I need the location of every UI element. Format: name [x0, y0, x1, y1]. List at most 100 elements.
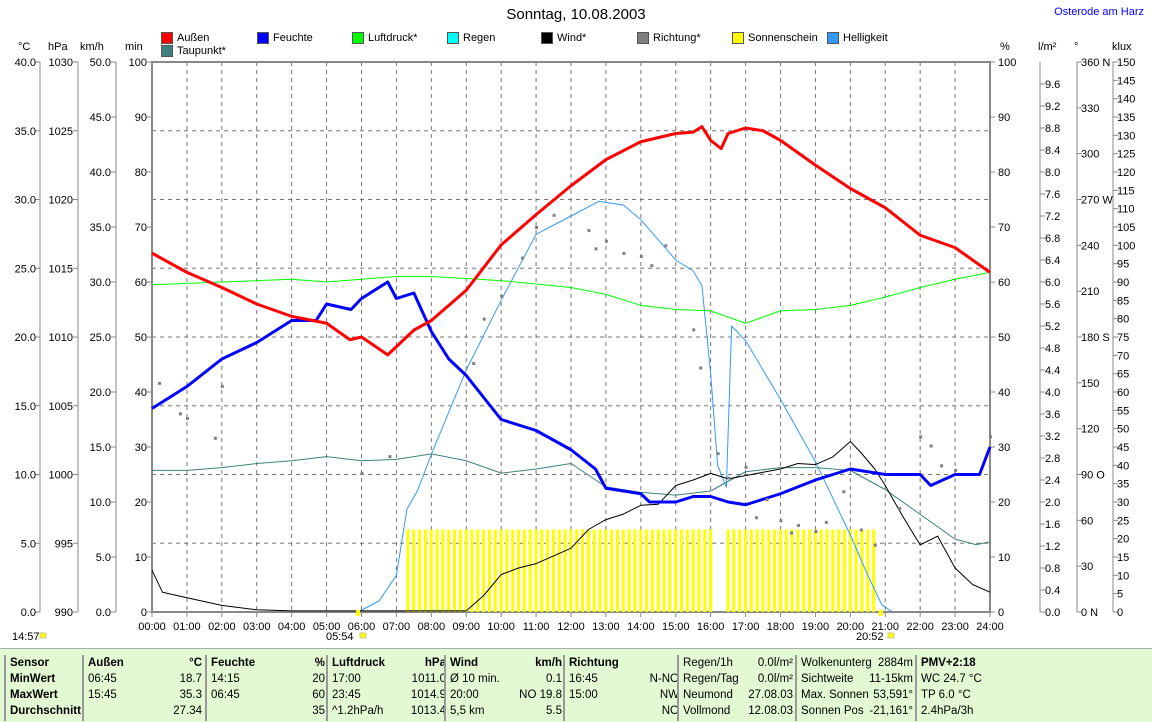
- sunshine-bar: [825, 529, 829, 612]
- luftdruck-column: Luftdruck hPa 17:00 1011.0 23:45 1014.9 ^1.2hP…: [326, 655, 446, 721]
- cell-label: 23:45: [332, 689, 361, 701]
- cell-label: Richtung: [569, 657, 619, 669]
- cell-label: Sichtweite: [801, 673, 854, 685]
- klux-axis-tick-label: 110: [1117, 204, 1135, 216]
- legend-item: Sonnenschein: [732, 32, 818, 44]
- temp-axis-tick-label: 10.0: [15, 470, 36, 482]
- sunshine-bar: [598, 529, 602, 612]
- direction-point: [873, 543, 877, 547]
- deg-axis-tick-label: 330: [1081, 103, 1099, 115]
- direction-point: [500, 294, 504, 298]
- sunshine-bar: [650, 529, 654, 612]
- klux-axis-tick-label: 130: [1117, 130, 1135, 142]
- press-axis-tick-label: 995: [55, 538, 73, 550]
- wind-axis-tick-label: 15.0: [90, 442, 111, 454]
- rain-axis-tick-label: 9.2: [1045, 101, 1060, 113]
- x-tick-label: 10:00: [487, 621, 515, 633]
- unit-min: min: [125, 41, 143, 53]
- sunshine-bar: [493, 529, 497, 612]
- cell-value: 0.1: [546, 673, 562, 685]
- sunshine-bar: [592, 529, 596, 612]
- temp-axis-tick-label: 15.0: [15, 401, 36, 413]
- klux-axis-tick-label: 95: [1117, 259, 1129, 271]
- pct-axis-tick-label: 90: [998, 112, 1010, 124]
- direction-point: [898, 507, 902, 511]
- row-label: MaxWert: [10, 689, 58, 701]
- sunshine-bar: [738, 529, 742, 612]
- x-tick-label: 17:00: [732, 621, 760, 633]
- sunshine-bar: [517, 529, 521, 612]
- rain-axis-tick-label: 4.0: [1045, 387, 1060, 399]
- pct-axis-tick-label: 0: [998, 607, 1004, 619]
- feuchte-column: Feuchte% 14:15 20 06:45 60 35: [205, 655, 325, 721]
- pct-axis-tick-label: 80: [998, 167, 1010, 179]
- sunshine-bar: [406, 529, 410, 612]
- press-axis-tick-label: 1000: [49, 470, 73, 482]
- pct-axis-tick-label: 70: [998, 222, 1010, 234]
- sunshine-bar: [581, 529, 585, 612]
- cell-label: 06:45: [211, 689, 240, 701]
- sunshine-bar: [645, 529, 649, 612]
- cell-label: Neumond: [683, 689, 733, 701]
- sunshine-bar: [639, 529, 643, 612]
- deg-axis-tick-label: 120: [1081, 424, 1099, 436]
- cell-value: 12.08.03: [748, 705, 793, 717]
- sunshine-bar: [505, 529, 509, 612]
- legend-label: Taupunkt*: [177, 45, 226, 57]
- klux-axis-tick-label: 100: [1117, 240, 1135, 252]
- sunshine-bar: [551, 529, 555, 612]
- direction-point: [664, 244, 668, 248]
- sunshine-bar: [487, 529, 491, 612]
- x-tick-label: 14:00: [627, 621, 655, 633]
- press-axis-tick-label: 1005: [49, 401, 73, 413]
- legend-swatch: [827, 32, 839, 44]
- deg-axis-tick-label: 180 S: [1081, 332, 1110, 344]
- cell-value: 1014.9: [410, 689, 446, 701]
- cell-value: 20: [312, 673, 325, 685]
- sunshine-bar: [656, 529, 660, 612]
- direction-point: [954, 468, 958, 472]
- sunset-sun-icon: [887, 632, 895, 639]
- rain-axis-tick-label: 0.0: [1045, 607, 1060, 619]
- direction-point: [692, 328, 696, 332]
- legend-item: Regen: [447, 32, 495, 44]
- direction-point: [755, 516, 759, 520]
- sunshine-bar: [418, 529, 422, 612]
- klux-axis-tick-label: 65: [1117, 369, 1129, 381]
- direction-point: [929, 444, 933, 448]
- sunshine-bar: [854, 529, 858, 612]
- wind-axis-tick-label: 45.0: [90, 112, 111, 124]
- cell-value: hPa: [424, 657, 446, 669]
- x-tick-label: 08:00: [418, 621, 446, 633]
- pct-axis-tick-label: 30: [998, 442, 1010, 454]
- sunshine-bar: [860, 529, 864, 612]
- legend-label: Feuchte: [273, 32, 313, 44]
- cell-value: 35.3: [179, 689, 202, 701]
- aussen-column: Außen °C 06:45 18.7 15:45 35.3 27.34: [82, 655, 202, 721]
- sunshine-bar: [610, 529, 614, 612]
- deg-axis-tick-label: 60: [1081, 515, 1093, 527]
- series-feuchte: [151, 280, 992, 507]
- legend-label: Luftdruck*: [368, 32, 418, 44]
- sunshine-bar: [831, 529, 835, 612]
- station-link[interactable]: Osterode am Harz: [1054, 6, 1144, 18]
- press-axis-tick-label: 990: [55, 607, 73, 619]
- sunshine-bar: [662, 529, 666, 612]
- sunshine-bar: [482, 529, 486, 612]
- pct-axis-tick-label: 20: [998, 497, 1010, 509]
- sunshine-bar: [709, 529, 713, 612]
- temp-axis-tick-label: 30.0: [15, 195, 36, 207]
- x-tick-label: 01:00: [173, 621, 201, 633]
- rain-moon-column: Regen/1h 0.0l/m² Regen/Tag 0.0l/m² Neumond 27…: [677, 655, 793, 721]
- sunshine-bar: [499, 529, 503, 612]
- sunshine-bar: [674, 529, 678, 612]
- direction-point: [178, 412, 182, 416]
- cell-value: NO 19.8: [519, 689, 562, 701]
- direction-point: [220, 384, 224, 388]
- sunshine-bar: [586, 529, 590, 612]
- cell-label: Außen: [88, 657, 124, 669]
- x-tick-label: 13:00: [592, 621, 620, 633]
- rain-axis-tick-label: 6.8: [1045, 233, 1060, 245]
- klux-axis-tick-label: 0: [1117, 607, 1123, 619]
- klux-axis-tick-label: 140: [1117, 94, 1135, 106]
